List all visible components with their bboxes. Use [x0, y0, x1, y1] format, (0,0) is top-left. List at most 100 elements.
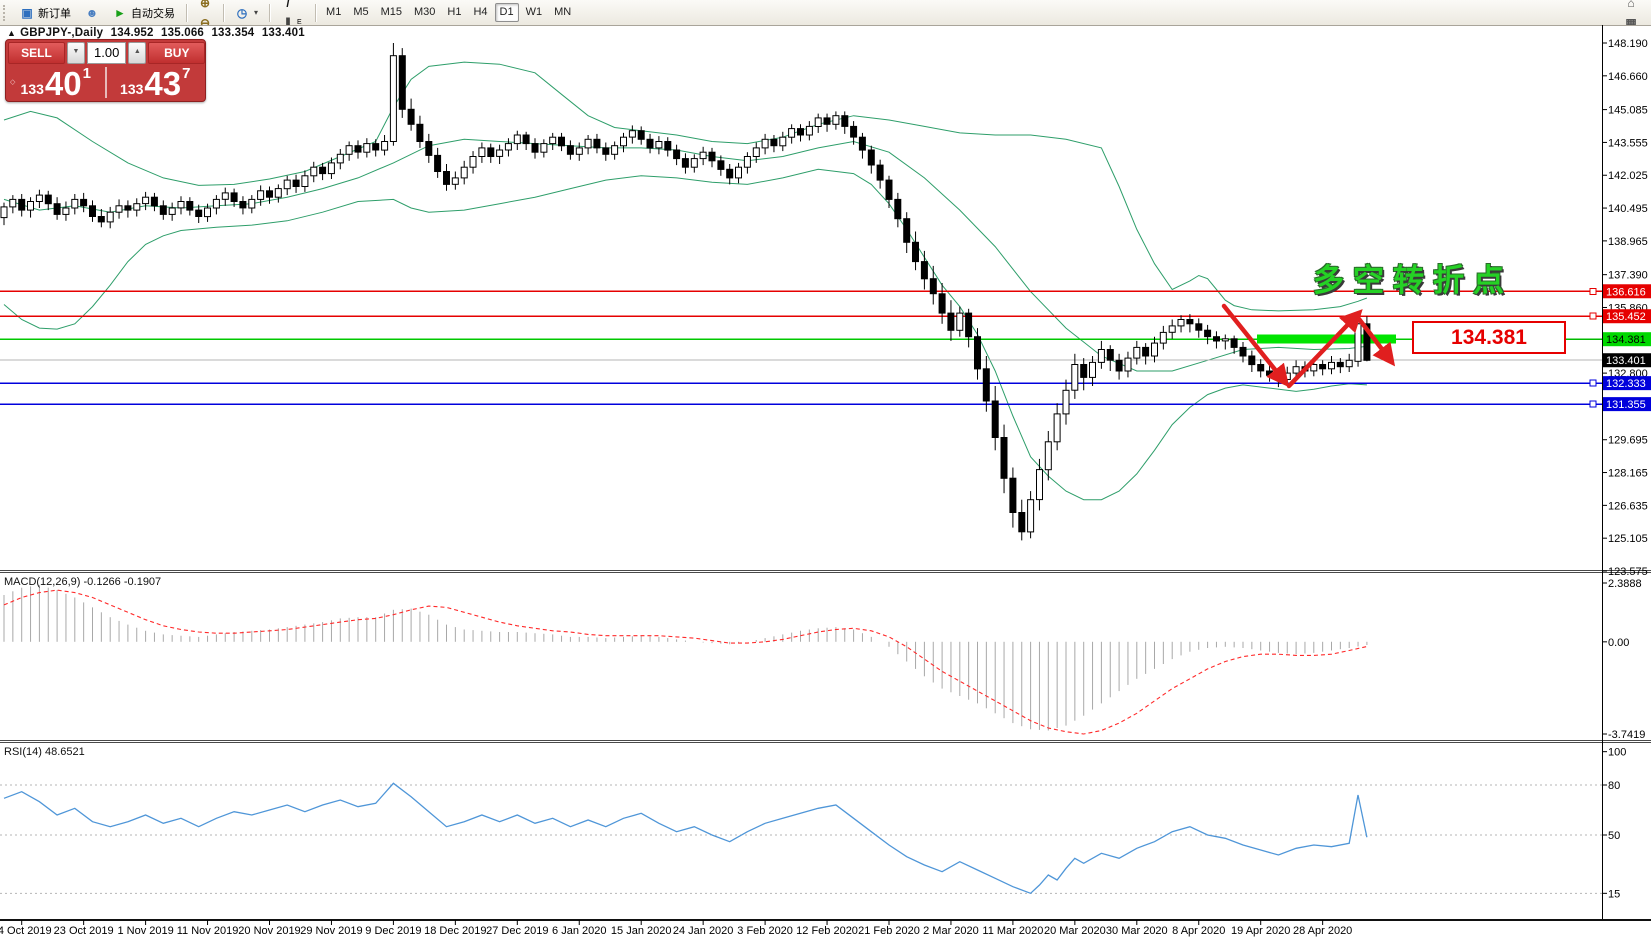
candle-bullish: [1089, 361, 1096, 378]
time-tick-label: 24 Jan 2020: [673, 925, 734, 937]
buy-button[interactable]: BUY: [148, 42, 206, 64]
time-tick-label: 3 Feb 2020: [737, 925, 793, 937]
candle-bearish: [354, 145, 362, 153]
volume-increase-button[interactable]: ▲: [128, 42, 147, 64]
candle-bearish: [239, 201, 247, 209]
zoom-in-icon: ⊕: [199, 0, 211, 10]
symbol-name: GBPJPY-,Daily: [20, 27, 104, 39]
candle-bullish: [133, 203, 141, 211]
candle-bearish: [1000, 437, 1008, 479]
line-handle: [1589, 400, 1597, 408]
timeframe-w1-button[interactable]: W1: [521, 3, 548, 22]
timeframe-m15-button[interactable]: M15: [376, 3, 407, 22]
timeframe-h4-button[interactable]: H4: [468, 3, 492, 22]
candle-bearish: [1336, 361, 1344, 368]
macd-scale-label: -3.7419: [1608, 729, 1645, 741]
channel-button[interactable]: ∥ E: [275, 13, 308, 26]
candle-bullish: [1151, 342, 1158, 357]
drawn-objects[interactable]: [1221, 303, 1602, 389]
price-tick-label: 142.025: [1608, 170, 1648, 182]
candle-bullish: [381, 141, 389, 151]
sell-button[interactable]: SELL: [8, 42, 65, 64]
candle-bullish: [752, 147, 760, 157]
candle-bearish: [593, 138, 601, 149]
candle-bearish: [770, 138, 778, 147]
candle-bullish: [168, 207, 176, 215]
candle-bullish: [301, 175, 309, 188]
candle-bullish: [1345, 359, 1353, 368]
time-tick-label: 9 Dec 2019: [365, 925, 421, 937]
rsi-pane: [0, 782, 1602, 895]
time-tick-label: 23 Oct 2019: [54, 925, 114, 937]
candle-bullish: [611, 145, 619, 155]
zoom-out-button[interactable]: ⊖: [192, 13, 218, 26]
current-price-label-bg: [1603, 353, 1651, 368]
candle-bearish: [1204, 329, 1212, 338]
timeframe-m1-button[interactable]: M1: [321, 3, 346, 22]
candle-bullish: [779, 136, 787, 147]
candle-bullish: [735, 166, 742, 179]
candle-bullish: [248, 198, 256, 209]
price-axis[interactable]: 148.190 146.660 145.085 143.555 142.025 140.4…: [0, 25, 1651, 920]
candlestick-series: [0, 43, 1371, 541]
level-price-label-bg: [1603, 309, 1651, 324]
candle-bullish: [620, 136, 627, 147]
line-handle: [1589, 312, 1597, 320]
candle-bullish: [1159, 331, 1167, 344]
periods-button[interactable]: ◷ ▾: [229, 3, 264, 23]
panel-options-icon[interactable]: ◇: [10, 79, 16, 86]
candle-bullish: [1124, 357, 1132, 372]
zoom-in-button[interactable]: ⊕: [192, 0, 218, 13]
new-order-label: 新订单: [38, 7, 71, 20]
price-callout-box[interactable]: 134.381: [1412, 321, 1566, 354]
timeframe-m30-button[interactable]: M30: [409, 3, 440, 22]
toolbar-separator: [315, 3, 317, 22]
volume-input[interactable]: 1.00: [87, 42, 127, 64]
timeframe-h1-button[interactable]: H1: [442, 3, 466, 22]
candle-bullish: [336, 153, 344, 164]
timeframe-m5-button[interactable]: M5: [348, 3, 373, 22]
candle-bearish: [894, 198, 902, 220]
candle-bearish: [947, 312, 955, 331]
rsi-scale-label: 80: [1608, 780, 1620, 792]
sell-price-prefix: 133: [20, 81, 44, 97]
zigzag-arrow: [1286, 309, 1363, 389]
timeframe-d1-button[interactable]: D1: [494, 3, 519, 22]
candle-bearish: [974, 336, 981, 370]
price-tick-label: 146.660: [1608, 71, 1648, 83]
rsi-line: [3, 782, 1368, 895]
window-button[interactable]: ⌂: [1618, 0, 1644, 13]
grid-button[interactable]: ▦: [1618, 13, 1644, 26]
candle-bearish: [903, 218, 911, 243]
quote-open: 134.952: [110, 27, 154, 39]
price-tick-label: 128.165: [1608, 468, 1648, 480]
time-tick-label: 12 Feb 2020: [796, 925, 858, 937]
candle-bullish: [115, 205, 123, 213]
accounts-button[interactable]: ☻: [79, 3, 105, 23]
candle-bullish: [496, 149, 504, 157]
candle-bearish: [1186, 319, 1194, 325]
candle-bearish: [159, 205, 167, 215]
candle-bullish: [575, 147, 583, 155]
auto-trading-button[interactable]: ► 自动交易: [107, 3, 181, 23]
candle-bullish: [743, 156, 751, 168]
candle-bullish: [1328, 361, 1335, 370]
horizontal-lines[interactable]: [0, 287, 1602, 408]
time-tick-label: 11 Nov 2019: [177, 925, 239, 937]
timeframe-mn-button[interactable]: MN: [549, 3, 576, 22]
volume-decrease-button[interactable]: ▼: [67, 42, 85, 64]
trendline-button[interactable]: /: [275, 0, 301, 13]
macd-signal-line: [3, 589, 1368, 735]
candle-bearish: [1106, 349, 1114, 361]
candle-bullish: [1354, 323, 1362, 362]
buy-price-big: 43: [144, 65, 182, 102]
candle-bearish: [681, 158, 689, 168]
price-tick-label: 140.495: [1608, 203, 1648, 215]
candle-bearish: [850, 125, 858, 138]
level-price-label: 135.452: [1606, 311, 1646, 323]
new-order-button[interactable]: ▣ 新订单: [14, 3, 77, 23]
candle-bearish: [646, 138, 654, 149]
candle-bearish: [912, 241, 919, 263]
